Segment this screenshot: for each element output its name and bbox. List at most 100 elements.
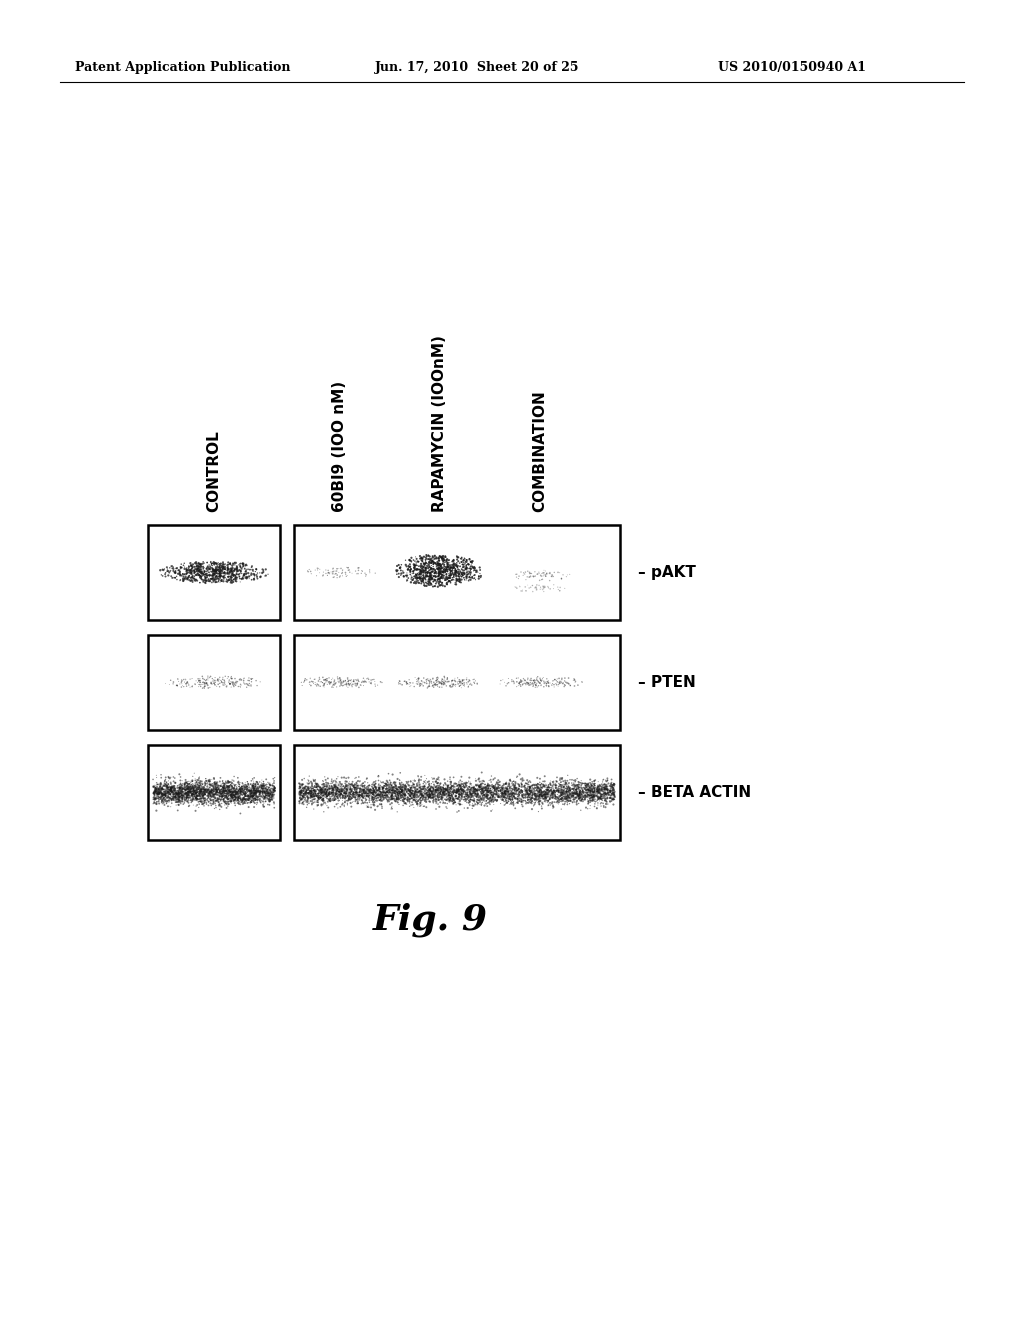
Point xyxy=(524,672,541,693)
Point xyxy=(400,780,417,801)
Point xyxy=(202,667,218,688)
Point xyxy=(586,787,602,808)
Point xyxy=(237,785,253,807)
Point xyxy=(265,781,282,803)
Point xyxy=(518,569,535,590)
Point xyxy=(548,775,564,796)
Point xyxy=(215,789,231,810)
Point xyxy=(185,556,202,577)
Point xyxy=(151,793,167,814)
Point xyxy=(222,569,239,590)
Point xyxy=(343,793,359,814)
Point xyxy=(228,781,245,803)
Point xyxy=(180,777,197,799)
Point xyxy=(163,780,179,801)
Point xyxy=(453,779,469,800)
Point xyxy=(408,780,424,801)
Point xyxy=(551,785,567,807)
Point xyxy=(248,783,264,804)
Point xyxy=(188,560,205,581)
Point xyxy=(577,779,593,800)
Point xyxy=(508,781,524,803)
Point xyxy=(580,784,596,805)
Point xyxy=(440,785,457,807)
Point xyxy=(164,568,180,589)
Point xyxy=(548,771,564,792)
Point xyxy=(175,776,191,797)
Point xyxy=(262,791,279,812)
Point xyxy=(427,560,443,581)
Point xyxy=(194,776,210,797)
Point xyxy=(471,768,487,789)
Point xyxy=(459,566,475,587)
Point xyxy=(318,780,335,801)
Point xyxy=(175,784,191,805)
Point xyxy=(211,564,227,585)
Point xyxy=(257,788,273,809)
Point xyxy=(411,785,427,807)
Point xyxy=(410,573,426,594)
Point xyxy=(425,784,441,805)
Point xyxy=(460,553,476,574)
Point xyxy=(478,781,495,803)
Point xyxy=(322,788,338,809)
Point xyxy=(430,556,446,577)
Point xyxy=(328,784,344,805)
Point xyxy=(408,564,424,585)
Point xyxy=(387,774,403,795)
Point xyxy=(340,783,356,804)
Point xyxy=(553,784,569,805)
Point xyxy=(230,779,247,800)
Point xyxy=(465,557,481,578)
Point xyxy=(253,785,269,807)
Point xyxy=(400,779,417,800)
Point xyxy=(167,562,183,583)
Point xyxy=(234,788,251,809)
Point xyxy=(478,785,495,807)
Point xyxy=(468,783,484,804)
Point xyxy=(458,569,474,590)
Point xyxy=(445,566,462,587)
Point xyxy=(521,780,538,801)
Point xyxy=(372,785,388,807)
Point xyxy=(355,787,372,808)
Point xyxy=(246,785,262,807)
Point xyxy=(339,776,355,797)
Point xyxy=(453,775,469,796)
Point xyxy=(264,787,281,808)
Point xyxy=(429,768,445,789)
Point xyxy=(431,569,447,590)
Point xyxy=(494,783,510,804)
Point xyxy=(391,781,408,803)
Point xyxy=(254,781,270,803)
Point xyxy=(315,777,332,799)
Point xyxy=(209,781,225,803)
Point xyxy=(239,779,255,800)
Point xyxy=(580,784,596,805)
Point xyxy=(178,673,195,694)
Point xyxy=(154,777,170,799)
Point xyxy=(186,775,203,796)
Point xyxy=(453,779,469,800)
Point xyxy=(234,791,251,812)
Point xyxy=(605,783,622,804)
Point xyxy=(210,781,226,803)
Point xyxy=(351,779,368,800)
Point xyxy=(493,780,509,801)
Point xyxy=(537,780,553,801)
Point xyxy=(383,780,399,801)
Point xyxy=(252,566,268,587)
Point xyxy=(422,566,438,587)
Point xyxy=(183,783,200,804)
Point xyxy=(395,566,412,587)
Point xyxy=(390,672,407,693)
Point xyxy=(202,781,218,803)
Point xyxy=(161,783,177,804)
Point xyxy=(570,785,587,807)
Point xyxy=(178,787,195,808)
Point xyxy=(249,772,265,793)
Point xyxy=(158,781,174,803)
Point xyxy=(339,781,355,803)
Point xyxy=(221,776,238,797)
Point xyxy=(401,780,418,801)
